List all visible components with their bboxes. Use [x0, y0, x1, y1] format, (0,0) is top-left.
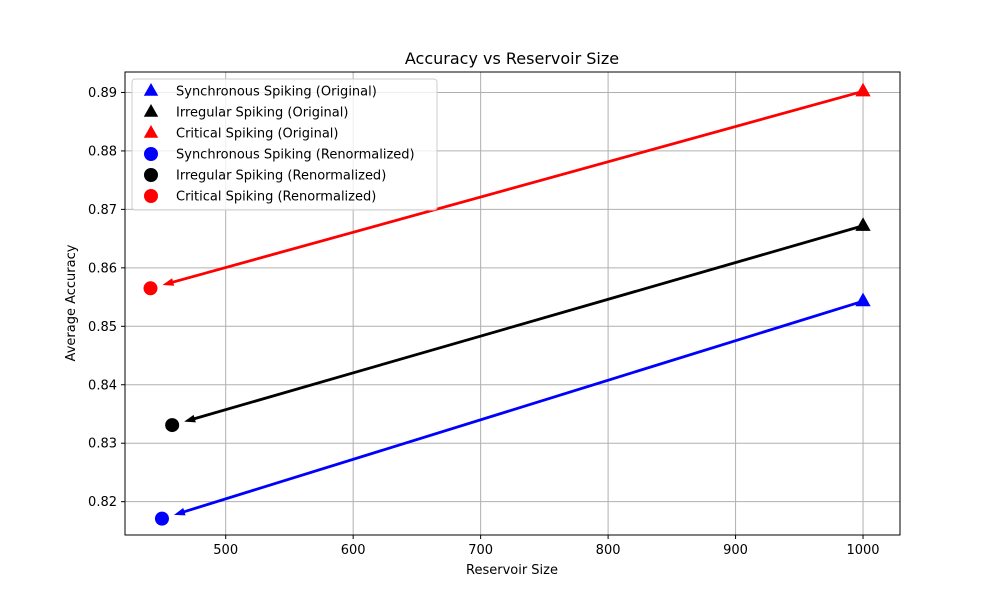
y-axis-label: Average Accuracy	[64, 244, 79, 361]
x-tick-label: 800	[596, 543, 621, 558]
legend-marker	[143, 125, 159, 138]
legend-marker	[143, 104, 159, 117]
chart-title: Accuracy vs Reservoir Size	[405, 49, 619, 68]
y-tick-label: 0.84	[88, 378, 117, 393]
y-tick-label: 0.83	[88, 437, 117, 452]
x-tick-label: 600	[341, 543, 366, 558]
legend-label: Irregular Spiking (Original)	[176, 106, 348, 121]
plot-frame	[124, 71, 901, 536]
legend: Synchronous Spiking (Original) Irregular …	[131, 78, 438, 211]
y-tick-label: 0.87	[88, 203, 117, 218]
legend-label: Irregular Spiking (Renormalized)	[176, 169, 386, 184]
y-tick-label: 0.85	[88, 320, 117, 335]
y-tick-label: 0.89	[88, 86, 117, 101]
arrow-head	[162, 278, 175, 286]
arrow-line	[183, 299, 864, 514]
circle-marker	[143, 281, 158, 296]
arrow-head	[173, 507, 186, 516]
x-tick-label: 1000	[846, 543, 879, 558]
circle-marker	[154, 511, 169, 526]
x-axis-label: Reservoir Size	[466, 563, 558, 578]
y-tick-label: 0.86	[88, 261, 117, 276]
x-tick-label: 700	[468, 543, 493, 558]
arrows	[162, 89, 864, 516]
legend-marker	[144, 147, 158, 161]
circle-marker	[165, 418, 180, 433]
legend-marker	[143, 83, 159, 96]
legend-marker	[144, 189, 158, 203]
legend-label: Synchronous Spiking (Original)	[176, 85, 377, 100]
arrow-head	[184, 414, 196, 423]
triangle-marker	[855, 292, 871, 307]
arrow-line	[172, 89, 864, 284]
triangle-marker	[855, 82, 871, 97]
x-tick-label: 900	[723, 543, 748, 558]
legend-label: Critical Spiking (Renormalized)	[176, 190, 376, 205]
legend-label: Critical Spiking (Original)	[176, 127, 339, 142]
axis-ticks: 500 600 700 800 900 1000 0.82 0.83 0.84 0.85 0.86 0…	[88, 86, 880, 558]
legend-label: Synchronous Spiking (Renormalized)	[176, 148, 415, 163]
triangle-marker	[855, 217, 871, 231]
y-tick-label: 0.88	[88, 144, 117, 159]
y-tick-label: 0.82	[88, 495, 117, 510]
legend-marker	[144, 168, 158, 182]
arrow-line	[193, 224, 864, 421]
legend-box	[131, 78, 438, 211]
x-tick-label: 500	[213, 543, 238, 558]
data-points	[143, 82, 871, 526]
